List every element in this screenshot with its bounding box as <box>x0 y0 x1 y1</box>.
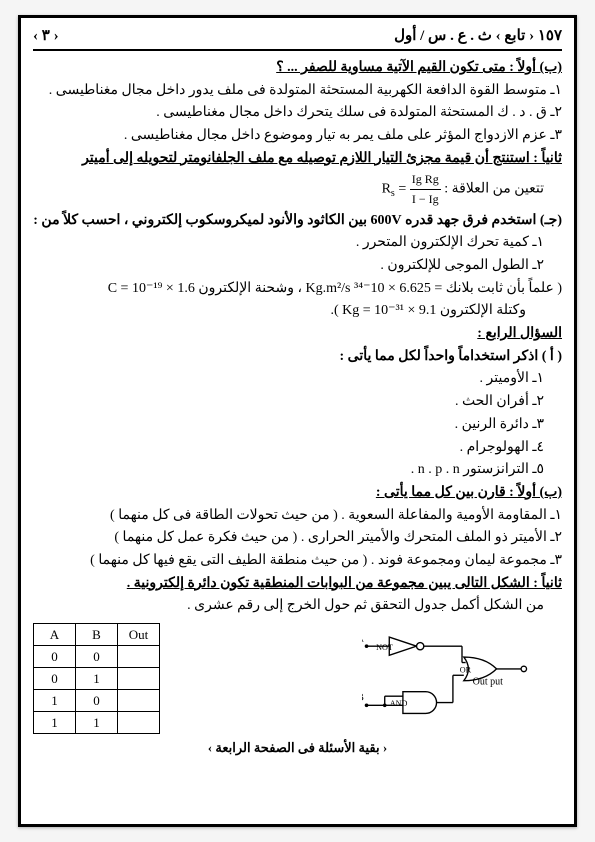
section-b-heading: (ب) أولاً : متى تكون القيم الآتية مساوية… <box>33 57 562 79</box>
logic-circuit-diagram: A NOT B AND OR Out put <box>362 623 562 733</box>
given-line-1: ( علماً بأن ثابت بلانك = 6.625 × 10⁻³⁴ K… <box>33 278 562 300</box>
rs-formula: Rs = Ig Rg I − Ig <box>382 170 441 208</box>
q4a-item-5: ٥ـ الترانزستور n . p . n . <box>33 459 562 481</box>
diagram-table-area: A NOT B AND OR Out put <box>33 623 562 734</box>
formula-line: تتعين من العلاقة : Rs = Ig Rg I − Ig <box>33 170 562 208</box>
th-out: Out <box>118 624 160 646</box>
b-item-3: ٣ـ عزم الازدواج المؤثر على ملف يمر به تي… <box>33 125 562 147</box>
q4a-item-4: ٤ـ الهولوجرام . <box>33 437 562 459</box>
b-item-1: ١ـ متوسط القوة الدافعة الكهربية المستحثة… <box>33 80 562 102</box>
q4a-item-2: ٢ـ أفران الحث . <box>33 391 562 413</box>
fraction: Ig Rg I − Ig <box>410 170 441 208</box>
circuit-input-a: A <box>362 633 364 645</box>
q4a-heading: ( أ ) اذكر استخداماً واحداً لكل مما يأتى… <box>33 346 562 368</box>
q4-title: السؤال الرابع : <box>33 323 562 345</box>
table-row: 1 0 <box>34 690 160 712</box>
th-b: B <box>76 624 118 646</box>
and-gate-label: AND <box>390 699 408 708</box>
j-item-2: ٢ـ الطول الموجى للإلكترون . <box>33 255 562 277</box>
q4b-thanian-line2: من الشكل أكمل جدول التحقق ثم حول الخرج إ… <box>33 595 562 617</box>
or-gate-label: OR <box>460 666 472 675</box>
q4b-awalan-heading: (ب) أولاً : قارن بين كل مما يأتى : <box>33 482 562 504</box>
q4a-item-1: ١ـ الأوميتر . <box>33 368 562 390</box>
header-right: ١٥٧ ‹ تابع › ث . ع . س / أول <box>394 26 562 45</box>
table-row: 1 1 <box>34 712 160 734</box>
q4a-item-3: ٣ـ دائرة الرنين . <box>33 414 562 436</box>
q4b-item-2: ٢ـ الأميتر ذو الملف المتحرك والأميتر الح… <box>33 527 562 549</box>
q4b-thanian-heading: ثانياً : الشكل التالى يبين مجموعة من الب… <box>33 573 562 595</box>
not-gate-label: NOT <box>376 643 393 652</box>
given-line-2: وكتلة الإلكترون Kg = 10⁻³¹ × 9.1 ). <box>33 300 562 322</box>
j-item-1: ١ـ كمية تحرك الإلكترون المتحرر . <box>33 232 562 254</box>
section-j-heading: (جـ) استخدم فرق جهد قدره 600V بين الكاثو… <box>33 210 562 232</box>
truth-table: A B Out 0 0 0 1 1 0 1 1 <box>33 623 160 734</box>
circuit-input-b: B <box>362 692 364 704</box>
thanian-line: ثانياً : استنتج أن قيمة مجزئ التيار اللا… <box>33 148 562 170</box>
b-item-2: ٢ـ ق . د . ك المستحثة المتولدة فى سلك يت… <box>33 102 562 124</box>
header-page-number: ‹ ٣ › <box>33 26 59 45</box>
page-footer: ‹ بقية الأسئلة فى الصفحة الرابعة › <box>33 740 562 756</box>
q4b-item-3: ٣ـ مجموعة ليمان ومجموعة فوند . ( من حيث … <box>33 550 562 572</box>
output-label: Out put <box>473 676 504 687</box>
q4b-item-1: ١ـ المقاومة الأومية والمفاعلة السعوية . … <box>33 505 562 527</box>
th-a: A <box>34 624 76 646</box>
table-row: 0 1 <box>34 668 160 690</box>
exam-page: ١٥٧ ‹ تابع › ث . ع . س / أول ‹ ٣ › (ب) أ… <box>18 15 577 827</box>
table-row: 0 0 <box>34 646 160 668</box>
page-header: ١٥٧ ‹ تابع › ث . ع . س / أول ‹ ٣ › <box>33 26 562 51</box>
